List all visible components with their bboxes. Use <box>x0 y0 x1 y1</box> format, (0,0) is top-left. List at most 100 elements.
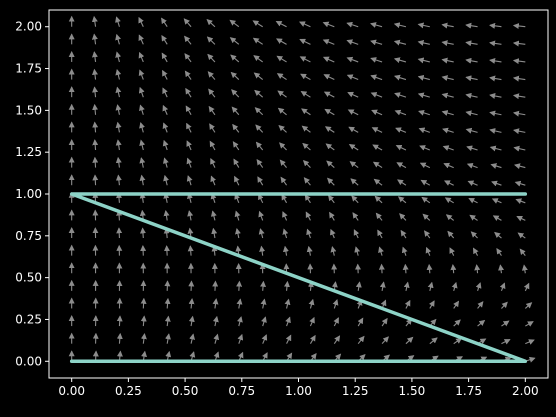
field-arrow <box>478 283 481 291</box>
field-arrow <box>232 107 239 115</box>
field-arrow <box>191 299 192 308</box>
field-arrow <box>215 299 216 308</box>
field-arrow <box>277 39 287 44</box>
vector-field <box>72 17 535 362</box>
field-arrow <box>260 229 262 238</box>
field-arrow <box>117 52 120 62</box>
field-arrow <box>139 35 143 44</box>
field-arrow <box>353 213 358 220</box>
field-arrow <box>525 322 533 326</box>
field-arrow <box>467 129 478 132</box>
field-arrow <box>209 89 215 97</box>
field-arrow <box>254 38 263 44</box>
field-arrow <box>284 229 287 238</box>
field-arrow <box>118 175 119 185</box>
field-arrow <box>421 163 430 167</box>
field-arrow <box>141 123 144 132</box>
field-arrow <box>453 265 454 273</box>
field-arrow <box>215 335 218 344</box>
y-tick-label: 1.00 <box>15 187 42 201</box>
field-arrow <box>492 182 501 185</box>
field-arrow <box>372 110 382 114</box>
field-arrow <box>524 265 525 273</box>
field-arrow <box>208 37 215 44</box>
field-arrow <box>430 283 432 291</box>
field-arrow <box>396 111 406 115</box>
field-arrow <box>277 56 286 62</box>
field-arrow <box>327 161 334 167</box>
field-arrow <box>310 336 315 344</box>
field-arrow <box>119 316 120 326</box>
field-arrow <box>347 58 358 62</box>
x-tick-label: 0.00 <box>58 384 85 398</box>
field-arrow <box>395 76 406 79</box>
field-arrow <box>230 20 239 26</box>
field-arrow <box>94 70 95 80</box>
field-arrow <box>358 282 359 291</box>
field-arrow <box>304 161 311 168</box>
field-arrow <box>500 265 501 273</box>
field-arrow <box>139 18 143 27</box>
field-arrow <box>263 299 265 308</box>
y-tick-label: 0.00 <box>15 354 42 368</box>
field-arrow <box>525 303 531 309</box>
field-arrow <box>518 233 525 238</box>
field-arrow <box>468 164 478 167</box>
field-arrow <box>350 162 358 168</box>
field-arrow <box>118 105 120 115</box>
field-arrow <box>351 179 358 185</box>
field-arrow <box>516 182 526 185</box>
field-arrow <box>188 159 191 168</box>
field-arrow <box>191 317 193 326</box>
field-arrow <box>277 21 287 26</box>
field-arrow <box>255 108 262 115</box>
field-arrow <box>490 112 501 114</box>
y-tick-label: 0.75 <box>15 229 42 243</box>
field-arrow <box>258 177 263 185</box>
field-arrow <box>358 318 363 326</box>
y-tick-label: 0.25 <box>15 312 42 326</box>
field-arrow <box>450 248 454 256</box>
field-arrow <box>373 128 383 133</box>
field-arrow <box>420 129 430 133</box>
field-arrow <box>520 249 525 255</box>
x-tick-label: 1.50 <box>399 384 426 398</box>
field-arrow <box>184 19 191 27</box>
field-arrow <box>95 105 96 115</box>
field-arrow <box>141 158 143 168</box>
field-arrow <box>466 42 477 44</box>
field-arrow <box>287 300 289 309</box>
field-arrow <box>211 176 215 185</box>
y-tick-label: 1.75 <box>15 62 42 76</box>
field-arrow <box>118 158 119 168</box>
field-arrow <box>310 300 312 309</box>
field-arrow <box>95 140 96 150</box>
field-arrow <box>395 93 406 97</box>
field-arrow <box>304 178 310 185</box>
field-arrow <box>94 52 95 62</box>
field-arrow <box>419 24 430 26</box>
field-arrow <box>190 246 191 255</box>
field-arrow <box>215 317 217 326</box>
field-arrow <box>468 181 477 185</box>
field-arrow <box>280 143 287 150</box>
field-arrow <box>208 72 215 80</box>
field-arrow <box>94 35 95 45</box>
field-arrow <box>210 124 215 132</box>
field-arrow <box>326 144 334 150</box>
field-arrow <box>406 283 408 291</box>
field-arrow <box>187 141 191 150</box>
field-arrow <box>356 247 358 255</box>
field-arrow <box>516 199 525 202</box>
field-arrow <box>421 180 429 185</box>
field-arrow <box>348 93 358 98</box>
field-arrow <box>466 77 477 79</box>
field-arrow <box>371 58 382 62</box>
field-arrow <box>442 77 453 80</box>
field-arrow <box>287 335 291 343</box>
field-arrow <box>334 336 339 344</box>
field-arrow <box>371 24 382 27</box>
field-arrow <box>373 145 382 150</box>
field-arrow <box>419 94 430 97</box>
